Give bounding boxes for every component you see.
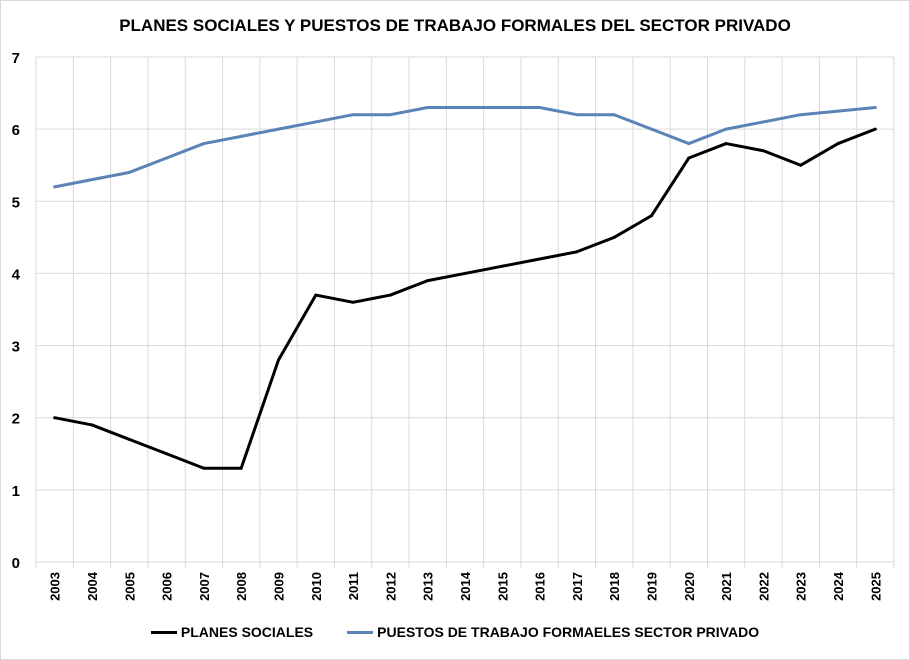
y-tick-label: 2 bbox=[12, 411, 20, 428]
data-point bbox=[90, 423, 94, 427]
data-point bbox=[276, 127, 280, 131]
x-tick-label: 2004 bbox=[85, 571, 100, 601]
x-tick-label: 2006 bbox=[160, 572, 175, 601]
data-point bbox=[836, 109, 840, 113]
x-tick-label: 2016 bbox=[533, 572, 548, 601]
data-point bbox=[724, 127, 728, 131]
data-point bbox=[724, 142, 728, 146]
data-point bbox=[650, 214, 654, 218]
y-tick-label: 3 bbox=[12, 339, 20, 356]
x-tick-label: 2010 bbox=[309, 572, 324, 601]
x-tick-label: 2011 bbox=[346, 572, 361, 600]
data-point bbox=[612, 113, 616, 117]
x-tick-label: 2012 bbox=[383, 572, 398, 601]
x-tick-label: 2022 bbox=[756, 572, 771, 601]
data-point bbox=[463, 106, 467, 109]
x-tick-label: 2025 bbox=[868, 572, 883, 601]
data-point bbox=[351, 113, 355, 117]
data-point bbox=[239, 466, 243, 470]
data-point bbox=[463, 271, 467, 275]
x-tick-label: 2021 bbox=[719, 572, 734, 601]
data-point bbox=[612, 235, 616, 239]
data-point bbox=[314, 293, 318, 297]
data-point bbox=[388, 293, 392, 297]
data-point bbox=[799, 113, 803, 117]
x-tick-label: 2009 bbox=[271, 572, 286, 601]
x-tick-label: 2017 bbox=[570, 572, 585, 601]
legend-item-puestos-trabajo: PUESTOS DE TRABAJO FORMAELES SECTOR PRIV… bbox=[347, 624, 759, 640]
y-tick-label: 4 bbox=[12, 266, 21, 283]
y-tick-label: 6 bbox=[12, 122, 20, 139]
data-point bbox=[165, 156, 169, 160]
y-tick-label: 7 bbox=[12, 50, 20, 67]
y-tick-label: 0 bbox=[12, 555, 20, 572]
y-tick-label: 1 bbox=[12, 483, 20, 500]
data-point bbox=[127, 437, 131, 441]
data-point bbox=[650, 127, 654, 131]
legend-label: PLANES SOCIALES bbox=[180, 624, 314, 640]
x-tick-label: 2005 bbox=[122, 572, 137, 601]
legend-swatch bbox=[347, 630, 374, 634]
legend-label: PUESTOS DE TRABAJO FORMAELES SECTOR PRIV… bbox=[377, 624, 760, 640]
data-point bbox=[53, 185, 57, 189]
chart-title: PLANES SOCIALES Y PUESTOS DE TRABAJO FOR… bbox=[119, 16, 791, 35]
x-tick-label: 2003 bbox=[48, 572, 63, 601]
x-tick-label: 2019 bbox=[645, 572, 660, 601]
x-tick-label: 2008 bbox=[234, 572, 249, 601]
x-tick-label: 2020 bbox=[682, 572, 697, 601]
data-point bbox=[873, 106, 877, 109]
x-tick-label: 2018 bbox=[607, 572, 622, 601]
data-point bbox=[500, 106, 504, 109]
data-point bbox=[500, 264, 504, 268]
data-point bbox=[538, 106, 542, 109]
data-point bbox=[202, 142, 206, 146]
x-tick-label: 2007 bbox=[197, 572, 212, 601]
data-point bbox=[202, 466, 206, 470]
data-point bbox=[687, 142, 691, 146]
data-point bbox=[761, 149, 765, 153]
data-point bbox=[799, 163, 803, 167]
data-point bbox=[314, 120, 318, 124]
legend-swatch bbox=[150, 630, 177, 634]
data-point bbox=[836, 142, 840, 146]
data-point bbox=[388, 113, 392, 117]
data-point bbox=[538, 257, 542, 261]
data-point bbox=[575, 113, 579, 117]
x-tick-label: 2013 bbox=[421, 572, 436, 601]
data-point bbox=[276, 358, 280, 362]
data-point bbox=[90, 178, 94, 182]
x-tick-label: 2014 bbox=[458, 571, 473, 601]
y-tick-label: 5 bbox=[12, 194, 20, 211]
x-tick-label: 2023 bbox=[794, 572, 809, 601]
data-point bbox=[761, 120, 765, 124]
data-point bbox=[687, 156, 691, 160]
data-point bbox=[351, 300, 355, 304]
data-point bbox=[426, 106, 430, 109]
data-point bbox=[873, 127, 877, 131]
data-point bbox=[165, 452, 169, 456]
legend: PLANES SOCIALES PUESTOS DE TRABAJO FORMA… bbox=[0, 624, 910, 640]
x-tick-label: 2024 bbox=[831, 571, 846, 601]
x-tick-label: 2015 bbox=[495, 572, 510, 601]
data-point bbox=[127, 170, 131, 174]
data-point bbox=[239, 134, 243, 138]
data-point bbox=[53, 416, 57, 420]
data-point bbox=[426, 279, 430, 283]
legend-item-planes-sociales: PLANES SOCIALES bbox=[150, 624, 314, 640]
data-point bbox=[575, 250, 579, 254]
